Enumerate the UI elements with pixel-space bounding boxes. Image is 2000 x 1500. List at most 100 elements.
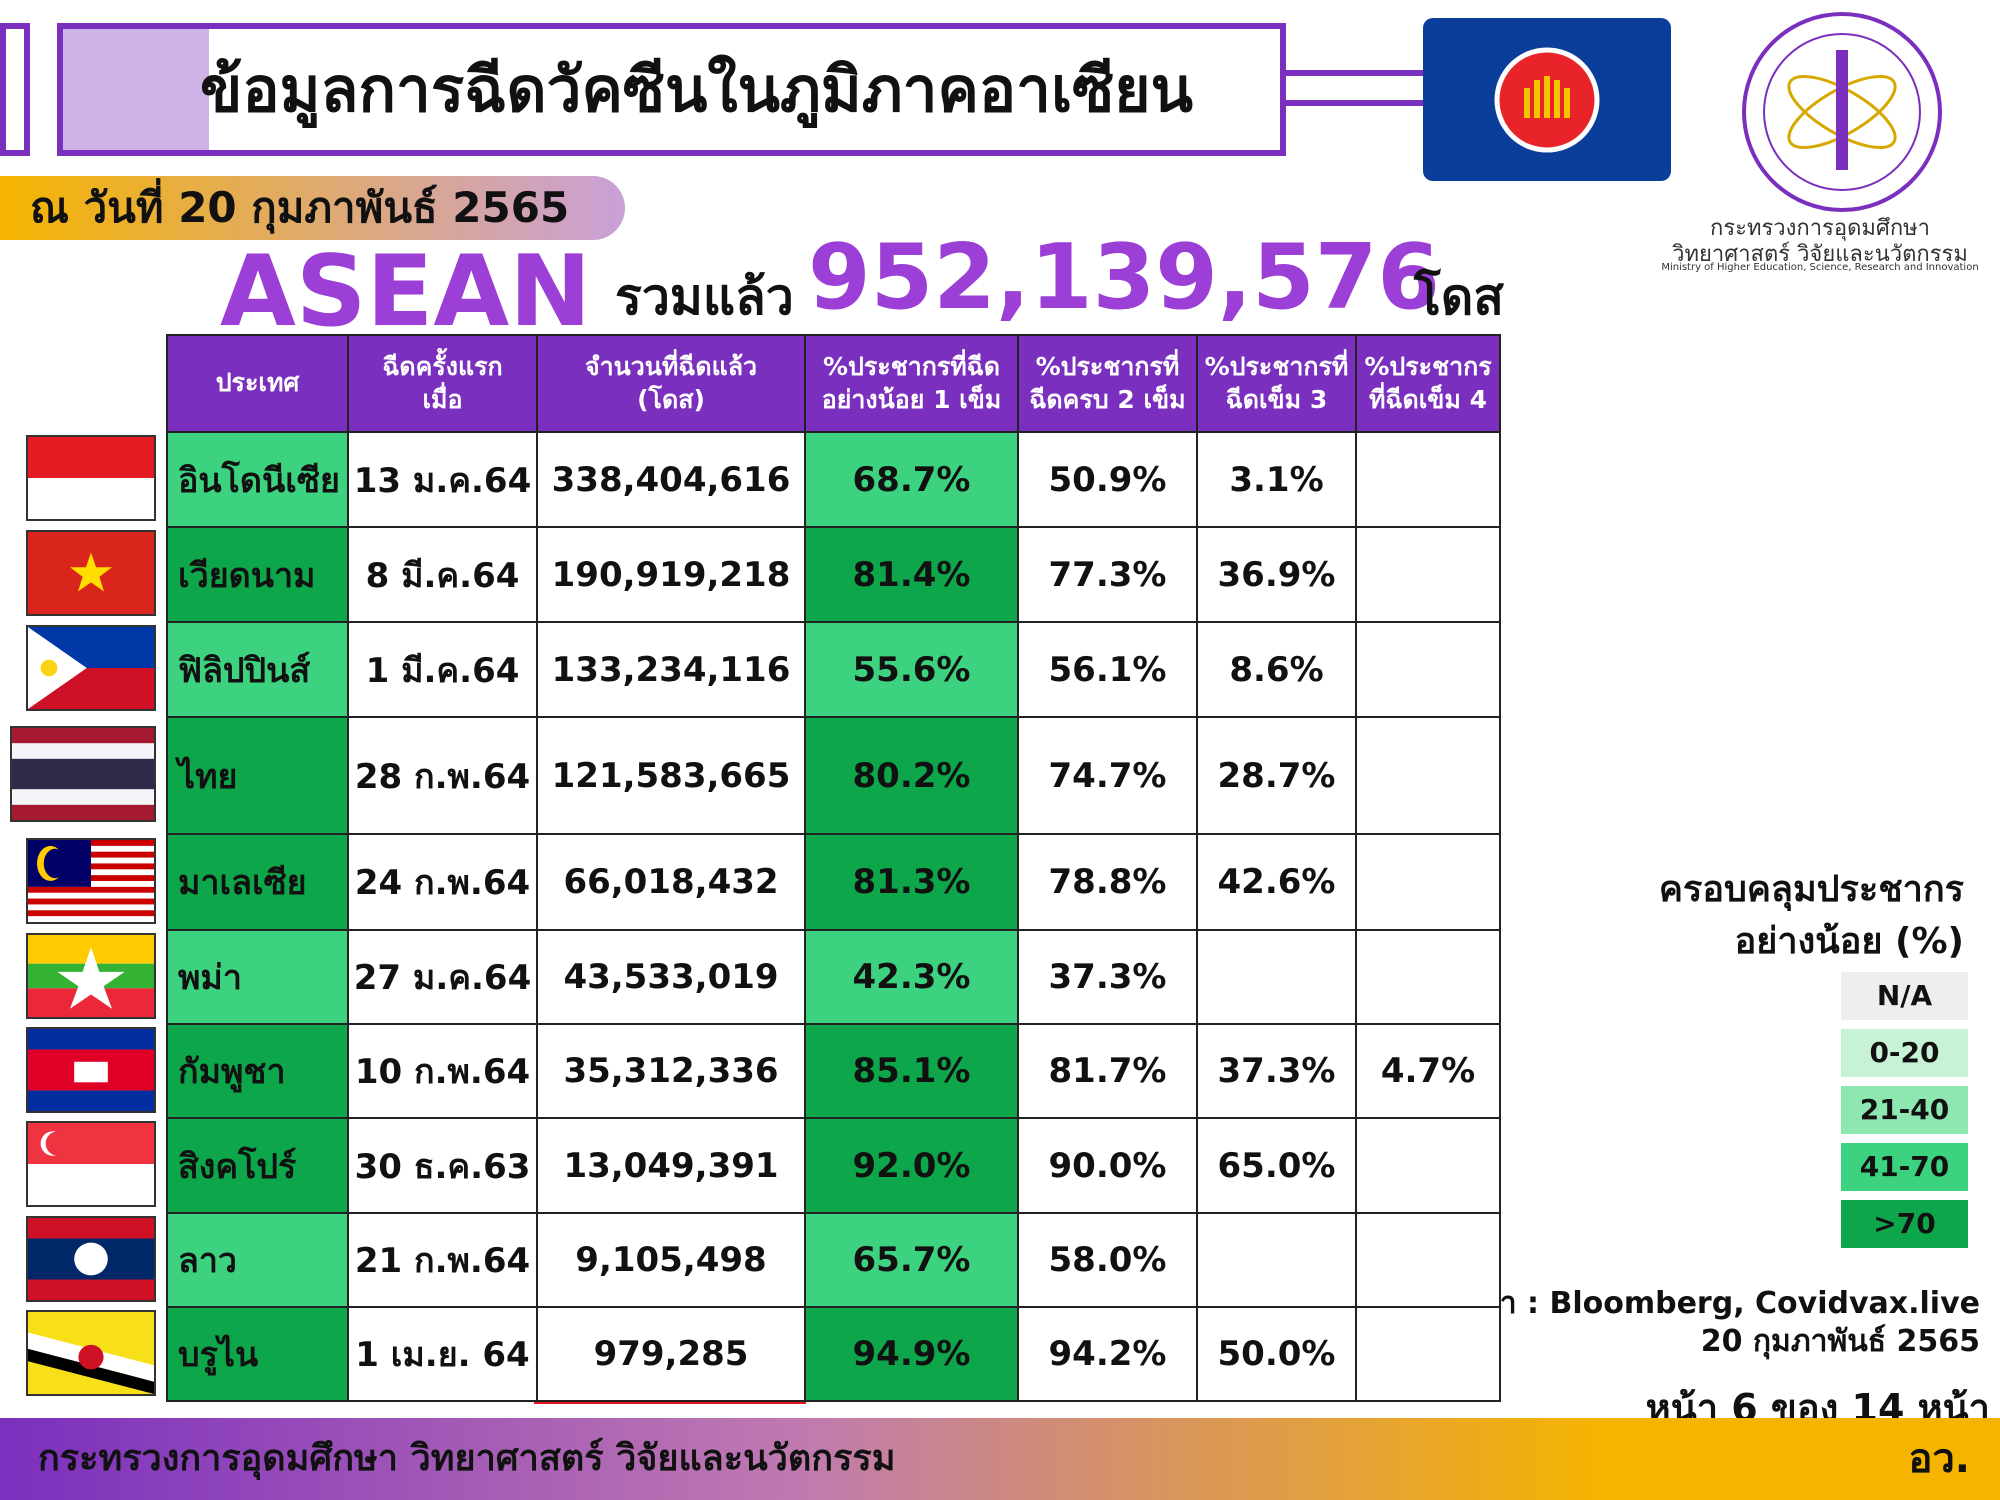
data-cell: 68.7% [804, 431, 1019, 528]
country-cell: กัมพูชา [166, 1023, 349, 1119]
data-cell: 37.3% [1017, 929, 1198, 1025]
column-header: %ประชากรที่ฉีดอย่างน้อย 1 เข็ม [804, 334, 1019, 433]
data-cell: 94.9% [804, 1306, 1019, 1402]
data-cell [1196, 929, 1357, 1025]
ministry-name-th: วิทยาศาสตร์ วิจัยและนวัตกรรม [1672, 242, 1968, 267]
flag-thailand [10, 726, 156, 822]
data-cell: 50.0% [1196, 1306, 1357, 1402]
data-cell [1355, 621, 1501, 718]
country-cell: สิงคโปร์ [166, 1117, 349, 1214]
column-header-line: ฉีดครั้งแรก [382, 352, 503, 381]
data-cell: 77.3% [1017, 526, 1198, 623]
data-cell: 13,049,391 [536, 1117, 806, 1214]
data-cell: 94.2% [1017, 1306, 1198, 1402]
ministry-name-en: Ministry of Higher Education, Science, R… [1661, 262, 1979, 273]
total-prefix: รวมแล้ว [615, 268, 794, 326]
data-cell: 81.4% [804, 526, 1019, 623]
syringe-body [57, 23, 1286, 156]
asean-label: ASEAN [220, 235, 592, 349]
country-cell: เวียดนาม [166, 526, 349, 623]
date: ณ วันที่ 20 กุมภาพันธ์ 2565 [30, 183, 570, 232]
data-cell [1355, 431, 1501, 528]
country-cell: อินโดนีเซีย [166, 431, 349, 528]
column-header: %ประชากรที่ฉีดครบ 2 เข็ม [1017, 334, 1198, 433]
data-cell: 13 ม.ค.64 [347, 431, 538, 528]
footer-bar [0, 1418, 2000, 1500]
country-cell: บรูไน [166, 1306, 349, 1402]
data-cell: 80.2% [804, 716, 1019, 835]
source-date: 20 กุมภาพันธ์ 2565 [1700, 1324, 1980, 1359]
data-cell: 65.7% [804, 1212, 1019, 1308]
data-cell: 24 ก.พ.64 [347, 833, 538, 931]
column-header: จำนวนที่ฉีดแล้ว (โดส) [536, 334, 806, 433]
data-cell [1355, 716, 1501, 835]
column-header-line: ฉีดครบ 2 เข็ม [1029, 384, 1186, 414]
flag-cambodia [26, 1027, 156, 1113]
data-cell [1355, 833, 1501, 931]
legend-item: 21-40 [1841, 1086, 1968, 1134]
data-cell: 42.3% [804, 929, 1019, 1025]
country-cell: พม่า [166, 929, 349, 1025]
ministry-logo [1742, 12, 1942, 212]
data-cell: 8 มี.ค.64 [347, 526, 538, 623]
asean-flag [1423, 18, 1671, 181]
data-cell: 3.1% [1196, 431, 1357, 528]
data-cell: 78.8% [1017, 833, 1198, 931]
column-header-line: %ประชากรที่ [1035, 352, 1180, 381]
flag-singapore [26, 1121, 156, 1207]
flag-laos [26, 1216, 156, 1302]
column-header: ประเทศ [166, 334, 349, 433]
flag-vietnam [26, 530, 156, 616]
data-cell: 50.9% [1017, 431, 1198, 528]
column-header-line: ฉีดเข็ม 3 [1225, 384, 1328, 414]
column-header: %ประชากรที่ฉีดเข็ม 3 [1196, 334, 1357, 433]
legend-title: ครอบคลุมประชากร [1658, 869, 1964, 910]
legend-item: 0-20 [1841, 1029, 1968, 1077]
legend-title: อย่างน้อย (%) [1734, 921, 1964, 962]
flag-indonesia [26, 435, 156, 521]
data-cell: 66,018,432 [536, 833, 806, 931]
column-header-line: อย่างน้อย 1 เข็ม [821, 384, 1002, 414]
footer-short: อว. [1908, 1436, 1970, 1482]
column-header: %ประชากร ที่ฉีดเข็ม 4 [1355, 334, 1501, 433]
legend-item: 41-70 [1841, 1143, 1968, 1191]
country-cell: ฟิลิปปินส์ [166, 621, 349, 718]
data-cell: 4.7% [1355, 1023, 1501, 1119]
column-header-line: เมื่อ [422, 384, 463, 414]
data-cell: 9,105,498 [536, 1212, 806, 1308]
data-cell: 979,285 [536, 1306, 806, 1402]
data-cell: 28.7% [1196, 716, 1357, 835]
data-cell: 1 เม.ย. 64 [347, 1306, 538, 1402]
data-cell: 8.6% [1196, 621, 1357, 718]
data-cell: 58.0% [1017, 1212, 1198, 1308]
data-cell [1355, 1117, 1501, 1214]
country-cell: ลาว [166, 1212, 349, 1308]
column-header-line: จำนวนที่ฉีดแล้ว [584, 352, 758, 381]
data-cell: 85.1% [804, 1023, 1019, 1119]
data-cell: 42.6% [1196, 833, 1357, 931]
column-header: ฉีดครั้งแรกเมื่อ [347, 334, 538, 433]
column-header-line: %ประชากร [1364, 352, 1492, 381]
data-cell: 21 ก.พ.64 [347, 1212, 538, 1308]
data-cell: 10 ก.พ.64 [347, 1023, 538, 1119]
data-cell: 35,312,336 [536, 1023, 806, 1119]
column-header-line: %ประชากรที่ฉีด [822, 352, 1001, 381]
data-cell: 37.3% [1196, 1023, 1357, 1119]
data-cell: 28 ก.พ.64 [347, 716, 538, 835]
data-cell: 121,583,665 [536, 716, 806, 835]
column-header-line: ประเทศ [215, 368, 300, 398]
syringe-needle [1286, 70, 1423, 106]
data-cell [1355, 526, 1501, 623]
data-cell [1355, 1212, 1501, 1308]
total: 952,139,576 [808, 225, 1440, 330]
date-bar [0, 176, 625, 240]
data-cell: 27 ม.ค.64 [347, 929, 538, 1025]
data-cell: 81.3% [804, 833, 1019, 931]
data-cell [1355, 929, 1501, 1025]
data-cell: 43,533,019 [536, 929, 806, 1025]
country-cell: มาเลเซีย [166, 833, 349, 931]
data-cell: 133,234,116 [536, 621, 806, 718]
column-header-line: %ประชากรที่ [1204, 352, 1349, 381]
column-header-line: (โดส) [637, 384, 705, 414]
